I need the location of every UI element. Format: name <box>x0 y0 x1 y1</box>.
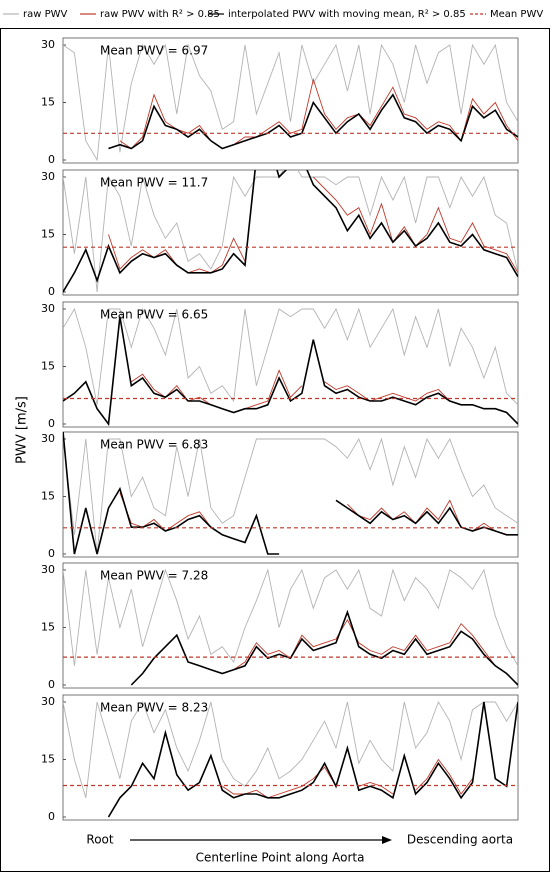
panel-frame <box>62 169 519 296</box>
series-line <box>63 432 518 555</box>
y-tick-label: 15 <box>41 96 55 109</box>
mean-annotation: Mean PWV = 7.28 <box>100 569 208 583</box>
panel-frame <box>62 431 519 558</box>
mean-annotation: Mean PWV = 6.65 <box>100 308 208 322</box>
plot-area <box>63 43 518 162</box>
series-line <box>107 701 518 818</box>
arrow-head <box>382 836 392 844</box>
y-tick-label: 15 <box>41 753 55 766</box>
series-line <box>108 93 518 150</box>
mean-annotation: Mean PWV = 8.23 <box>100 701 208 715</box>
series-line <box>63 437 518 555</box>
series-line <box>63 568 518 667</box>
y-tick-label: 30 <box>41 38 55 51</box>
series-line <box>63 170 518 293</box>
y-tick-label: 15 <box>41 228 55 241</box>
y-axis-label: PWV [m/s] <box>15 396 30 464</box>
series-line <box>63 700 518 798</box>
series-line <box>130 609 518 686</box>
y-tick-label: 30 <box>41 432 55 445</box>
series-line <box>63 307 518 406</box>
y-tick-label: 0 <box>48 285 55 298</box>
plot-area <box>63 170 518 293</box>
plot-area <box>63 700 518 818</box>
y-tick-label: 0 <box>48 810 55 823</box>
y-tick-label: 0 <box>48 417 55 430</box>
series-line <box>119 77 518 150</box>
plot-area <box>63 568 518 686</box>
y-tick-label: 0 <box>48 678 55 691</box>
x-end-label: Descending aorta <box>407 833 513 847</box>
series-line <box>187 618 507 674</box>
legend-label: raw PWV with R² > 0.85 <box>100 9 220 20</box>
mean-annotation: Mean PWV = 6.83 <box>100 438 208 452</box>
y-tick-label: 30 <box>41 170 55 183</box>
y-tick-label: 30 <box>41 563 55 576</box>
y-tick-label: 15 <box>41 621 55 634</box>
mean-annotation: Mean PWV = 11.7 <box>100 176 208 190</box>
plot-area <box>63 307 518 427</box>
legend-label: interpolated PWV with moving mean, R² > … <box>228 9 466 20</box>
series-line <box>63 43 518 162</box>
y-tick-label: 15 <box>41 360 55 373</box>
y-tick-label: 30 <box>41 302 55 315</box>
series-line <box>119 492 507 536</box>
plot-area <box>63 432 518 555</box>
mean-annotation: Mean PWV = 6.97 <box>100 44 208 58</box>
legend-label: raw PWV <box>23 9 68 20</box>
x-axis-label: Centerline Point along Aorta <box>196 851 365 865</box>
y-tick-label: 0 <box>48 547 55 560</box>
series-line <box>63 170 518 293</box>
legend-label: Mean PWV <box>490 9 543 20</box>
y-tick-label: 30 <box>41 695 55 708</box>
y-tick-label: 0 <box>48 153 55 166</box>
y-tick-label: 15 <box>41 490 55 503</box>
x-start-label: Root <box>86 833 113 847</box>
series-line <box>63 316 518 427</box>
panel-frame <box>62 694 519 821</box>
